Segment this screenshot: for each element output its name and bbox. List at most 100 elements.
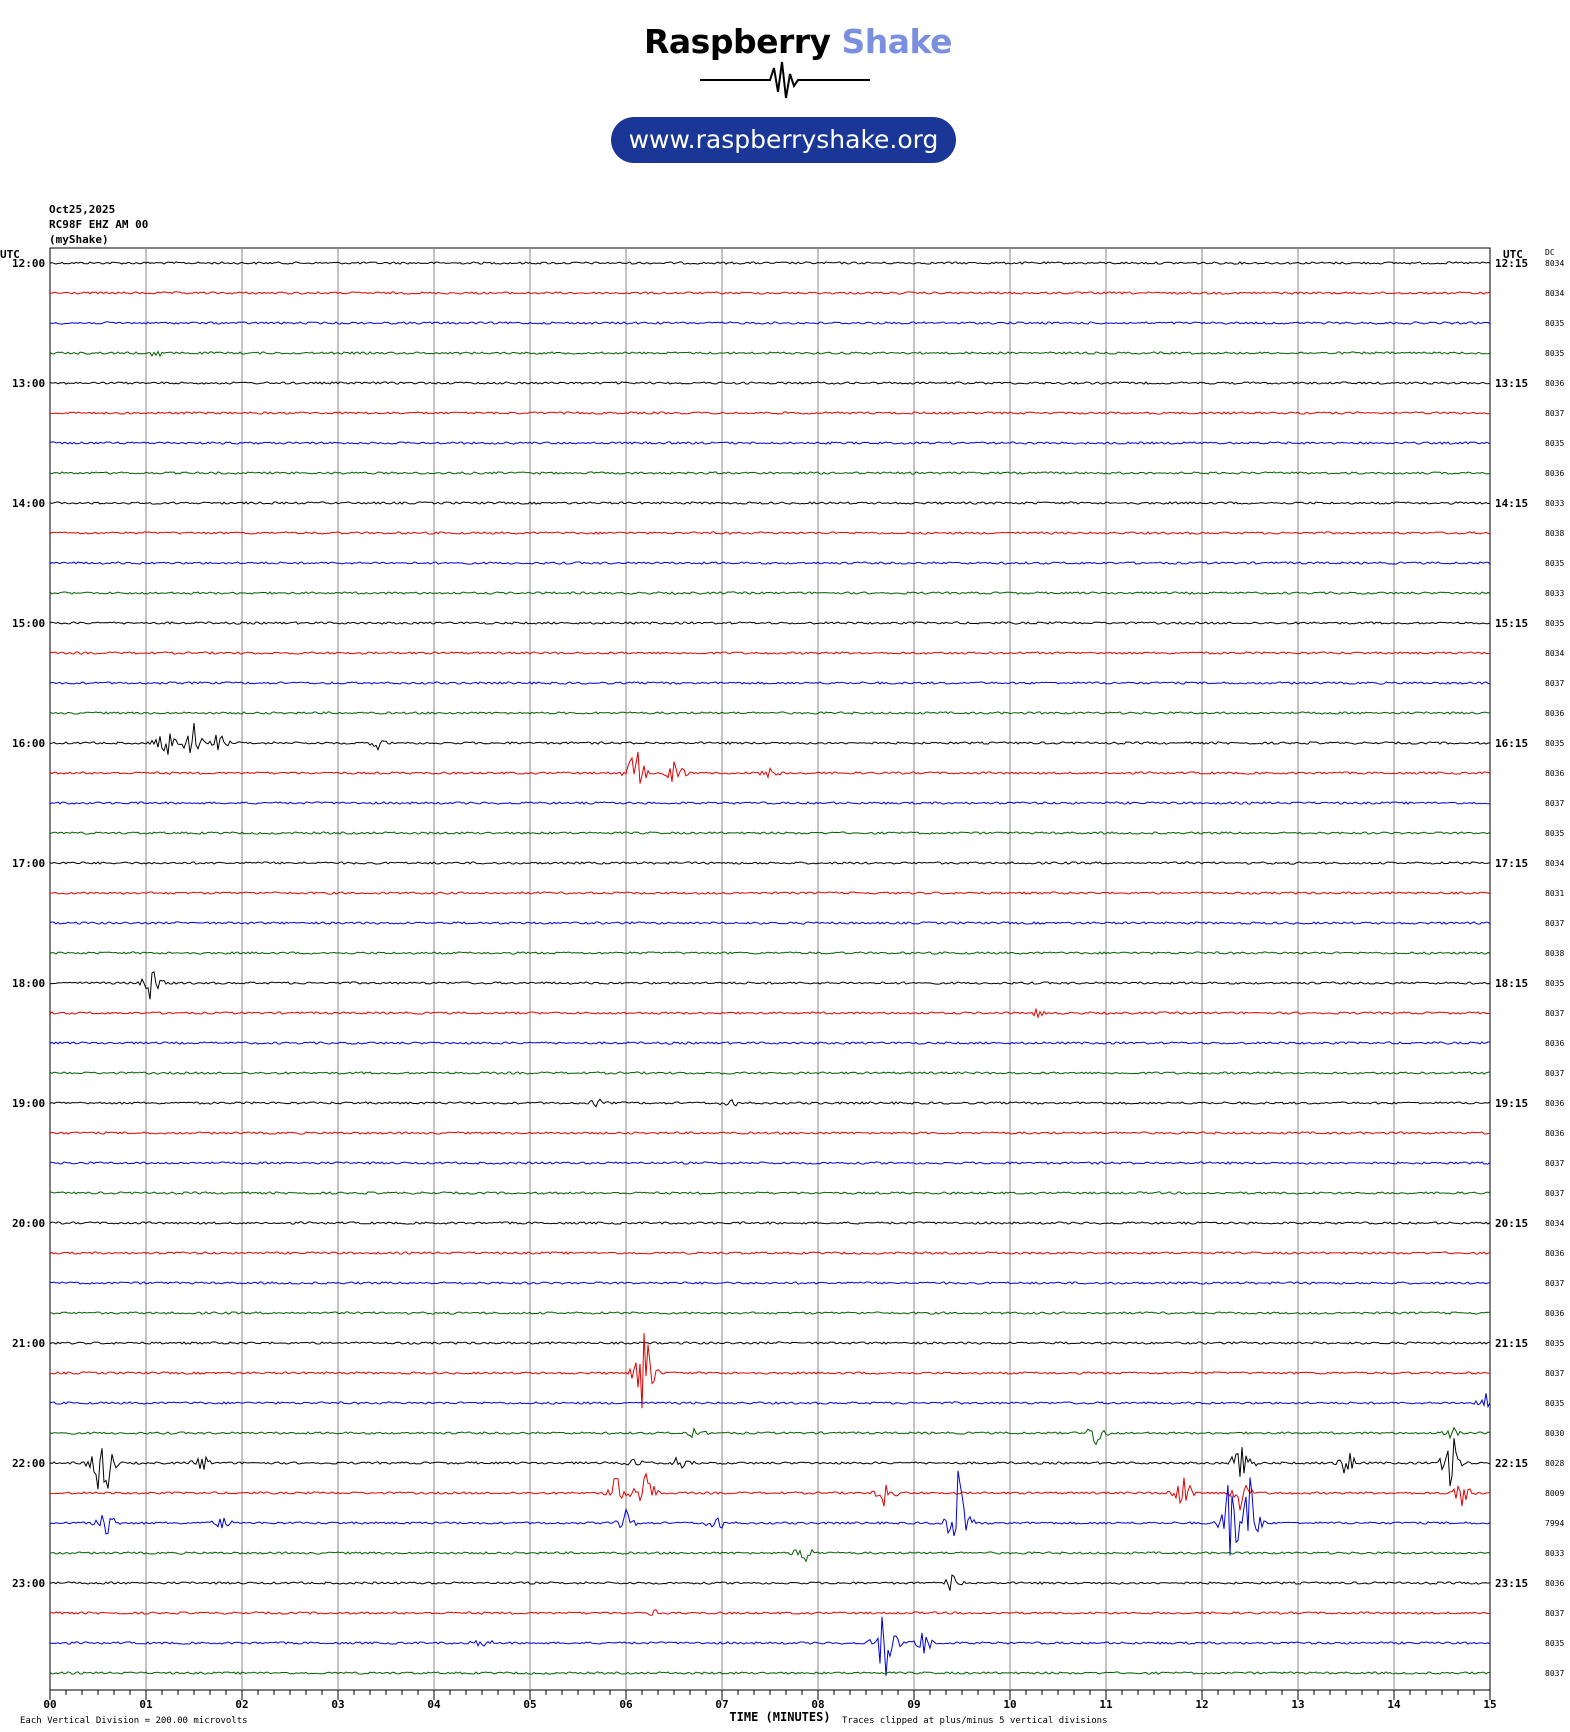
- seismic-trace: [49, 501, 1491, 505]
- dc-value: 8037: [1545, 409, 1564, 418]
- dc-value: 8035: [1545, 1399, 1564, 1408]
- seismic-trace: [49, 722, 1491, 755]
- dc-value: 8035: [1545, 439, 1564, 448]
- x-tick-label: 11: [1099, 1698, 1113, 1711]
- left-hour-label: 12:00: [12, 257, 45, 270]
- dc-value: 8036: [1545, 1099, 1564, 1108]
- dc-value: 8035: [1545, 559, 1564, 568]
- right-hour-label: 15:15: [1495, 617, 1528, 630]
- right-hour-label: 14:15: [1495, 497, 1528, 510]
- data-source: (myShake): [49, 233, 109, 246]
- x-tick-label: 08: [811, 1698, 824, 1711]
- right-hour-label: 23:15: [1495, 1577, 1528, 1590]
- x-tick-label: 01: [139, 1698, 153, 1711]
- seismic-trace: [49, 1131, 1491, 1135]
- footer-clip-note: Traces clipped at plus/minus 5 vertical …: [842, 1716, 1108, 1726]
- dc-value: 8036: [1545, 1129, 1564, 1138]
- plot-date: Oct25,2025: [49, 203, 116, 216]
- dc-value: 8036: [1545, 1579, 1564, 1588]
- plot-frame: [49, 247, 1491, 1691]
- dc-value: 8031: [1545, 889, 1564, 898]
- dc-value: 8037: [1545, 1369, 1564, 1378]
- dc-value: 8036: [1545, 709, 1564, 718]
- right-hour-label: 20:15: [1495, 1217, 1528, 1230]
- right-hour-label: 21:15: [1495, 1337, 1528, 1350]
- dc-value: 8035: [1545, 829, 1564, 838]
- dc-value: 8037: [1545, 1189, 1564, 1198]
- seismic-trace: [49, 1161, 1491, 1165]
- x-tick-label: 06: [619, 1698, 633, 1711]
- seismic-trace: [49, 1609, 1491, 1616]
- seismic-trace: [49, 471, 1491, 475]
- dc-value: 8036: [1545, 769, 1564, 778]
- x-tick-label: 05: [523, 1698, 536, 1711]
- left-hour-label: 18:00: [12, 977, 45, 990]
- x-tick-label: 10: [1003, 1698, 1016, 1711]
- seismic-trace: [49, 951, 1491, 955]
- seismic-trace: [49, 1007, 1491, 1020]
- x-tick-label: 02: [235, 1698, 248, 1711]
- footer-scale-note: Each Vertical Division = 200.00 microvol…: [20, 1716, 248, 1726]
- dc-value: 8037: [1545, 1159, 1564, 1168]
- dc-value: 8035: [1545, 619, 1564, 628]
- x-tick-label: 07: [715, 1698, 728, 1711]
- dc-value: 8035: [1545, 739, 1564, 748]
- x-tick-label: 15: [1483, 1698, 1496, 1711]
- right-hour-label: 18:15: [1495, 977, 1528, 990]
- left-hour-label: 17:00: [12, 857, 45, 870]
- website-link[interactable]: www.raspberryshake.org: [611, 117, 956, 163]
- dc-value: 8035: [1545, 349, 1564, 358]
- dc-value: 8036: [1545, 1249, 1564, 1258]
- seismic-trace: [49, 1548, 1491, 1563]
- left-hour-label: 15:00: [12, 617, 45, 630]
- dc-value: 8033: [1545, 589, 1564, 598]
- seismic-trace: [49, 1221, 1491, 1225]
- seismic-trace: [49, 321, 1491, 325]
- seismic-trace: [49, 531, 1491, 535]
- seismic-trace: [49, 591, 1491, 595]
- seismic-trace: [49, 1191, 1491, 1195]
- dc-value: 8028: [1545, 1459, 1564, 1468]
- seismic-trace: [50, 1333, 1490, 1409]
- dc-value: 8037: [1545, 679, 1564, 688]
- logo-word-shake: Shake: [841, 22, 953, 61]
- dc-value: 8034: [1545, 289, 1564, 298]
- seismic-trace: [49, 621, 1491, 625]
- left-hour-label: 21:00: [12, 1337, 45, 1350]
- dc-value: 8035: [1545, 319, 1564, 328]
- seismic-trace: [49, 411, 1491, 415]
- seismic-trace: [49, 970, 1491, 1000]
- seismic-trace: [49, 1426, 1491, 1446]
- dc-value: 8038: [1545, 949, 1564, 958]
- left-hour-label: 23:00: [12, 1577, 45, 1590]
- seismic-trace: [49, 561, 1491, 565]
- dc-value: 8035: [1545, 979, 1564, 988]
- dc-value: 8036: [1545, 469, 1564, 478]
- right-hour-label: 19:15: [1495, 1097, 1528, 1110]
- seismic-trace: [49, 1281, 1491, 1285]
- dc-label: DC: [1545, 248, 1555, 257]
- seismic-trace: [49, 350, 1491, 358]
- x-tick-label: 09: [907, 1698, 920, 1711]
- dc-value: 8034: [1545, 859, 1564, 868]
- seismic-trace: [49, 1071, 1491, 1075]
- seismic-wave-icon: [700, 61, 870, 99]
- seismic-trace: [49, 751, 1491, 784]
- dc-value: 8036: [1545, 1039, 1564, 1048]
- dc-value: 8037: [1545, 1669, 1564, 1678]
- seismic-trace: [49, 441, 1491, 445]
- seismic-trace: [49, 861, 1491, 865]
- x-tick-label: 14: [1387, 1698, 1401, 1711]
- dc-value: 8033: [1545, 499, 1564, 508]
- station-code: RC98F EHZ AM 00: [49, 218, 149, 231]
- left-hour-label: 16:00: [12, 737, 45, 750]
- seismic-trace: [49, 1470, 1491, 1556]
- right-utc-label: UTC: [1503, 248, 1523, 261]
- x-tick-label: 00: [43, 1698, 56, 1711]
- right-hour-label: 16:15: [1495, 737, 1528, 750]
- seismic-trace: [49, 381, 1491, 385]
- x-tick-label: 04: [427, 1698, 441, 1711]
- seismic-trace: [49, 261, 1491, 265]
- seismic-trace: [49, 1472, 1491, 1511]
